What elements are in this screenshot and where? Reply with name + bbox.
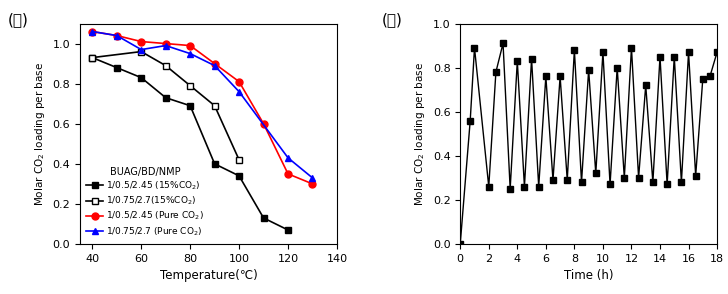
1/0.75/2.7 (Pure CO$_2$) <box>284 156 293 160</box>
Y-axis label: Molar CO$_2$ loading per base: Molar CO$_2$ loading per base <box>33 62 47 206</box>
1/0.5/2.45 (Pure CO$_2$) <box>162 42 170 45</box>
Y-axis label: Molar CO$_2$ loading per base: Molar CO$_2$ loading per base <box>414 62 427 206</box>
1/0.5/2.45 (Pure CO$_2$) <box>259 122 268 126</box>
1/0.75/2.7 (Pure CO$_2$) <box>137 48 146 51</box>
1/0.75/2.7 (Pure CO$_2$) <box>186 52 194 55</box>
Text: (나): (나) <box>382 12 403 27</box>
Line: 1/0.75/2.7(15%CO$_2$): 1/0.75/2.7(15%CO$_2$) <box>89 48 242 163</box>
1/0.75/2.7(15%CO$_2$) <box>162 64 170 67</box>
Legend: 1/0.5/2.45 (15%CO$_2$), 1/0.75/2.7(15%CO$_2$), 1/0.5/2.45 (Pure CO$_2$), 1/0.75/: 1/0.5/2.45 (15%CO$_2$), 1/0.75/2.7(15%CO… <box>84 165 206 240</box>
1/0.75/2.7 (Pure CO$_2$) <box>234 90 243 93</box>
Line: 1/0.75/2.7 (Pure CO$_2$): 1/0.75/2.7 (Pure CO$_2$) <box>89 28 316 181</box>
1/0.5/2.45 (15%CO$_2$) <box>186 104 194 108</box>
X-axis label: Time (h): Time (h) <box>564 269 614 282</box>
1/0.75/2.7(15%CO$_2$) <box>186 84 194 87</box>
1/0.5/2.45 (15%CO$_2$) <box>137 76 146 79</box>
1/0.75/2.7(15%CO$_2$) <box>88 56 97 59</box>
1/0.5/2.45 (15%CO$_2$) <box>259 216 268 220</box>
1/0.75/2.7(15%CO$_2$) <box>234 158 243 162</box>
1/0.5/2.45 (Pure CO$_2$) <box>210 62 219 65</box>
Line: 1/0.5/2.45 (Pure CO$_2$): 1/0.5/2.45 (Pure CO$_2$) <box>89 28 316 187</box>
1/0.75/2.7(15%CO$_2$) <box>137 50 146 53</box>
1/0.5/2.45 (Pure CO$_2$) <box>88 30 97 33</box>
X-axis label: Temperature(℃): Temperature(℃) <box>159 269 258 282</box>
Text: (가): (가) <box>7 12 28 27</box>
1/0.5/2.45 (15%CO$_2$) <box>210 162 219 166</box>
1/0.5/2.45 (Pure CO$_2$) <box>186 44 194 47</box>
1/0.5/2.45 (Pure CO$_2$) <box>308 182 317 186</box>
1/0.75/2.7 (Pure CO$_2$) <box>308 176 317 180</box>
1/0.75/2.7 (Pure CO$_2$) <box>210 64 219 67</box>
1/0.5/2.45 (Pure CO$_2$) <box>284 172 293 176</box>
1/0.5/2.45 (Pure CO$_2$) <box>137 40 146 43</box>
1/0.5/2.45 (Pure CO$_2$) <box>234 80 243 83</box>
1/0.5/2.45 (15%CO$_2$) <box>234 174 243 178</box>
1/0.5/2.45 (15%CO$_2$) <box>162 96 170 99</box>
1/0.5/2.45 (15%CO$_2$) <box>112 66 121 69</box>
1/0.75/2.7 (Pure CO$_2$) <box>88 30 97 33</box>
1/0.5/2.45 (15%CO$_2$) <box>284 228 293 232</box>
1/0.75/2.7(15%CO$_2$) <box>210 104 219 108</box>
1/0.75/2.7 (Pure CO$_2$) <box>162 44 170 47</box>
Line: 1/0.5/2.45 (15%CO$_2$): 1/0.5/2.45 (15%CO$_2$) <box>89 54 291 233</box>
1/0.5/2.45 (15%CO$_2$) <box>88 56 97 59</box>
1/0.5/2.45 (Pure CO$_2$) <box>112 34 121 37</box>
1/0.75/2.7 (Pure CO$_2$) <box>112 34 121 37</box>
